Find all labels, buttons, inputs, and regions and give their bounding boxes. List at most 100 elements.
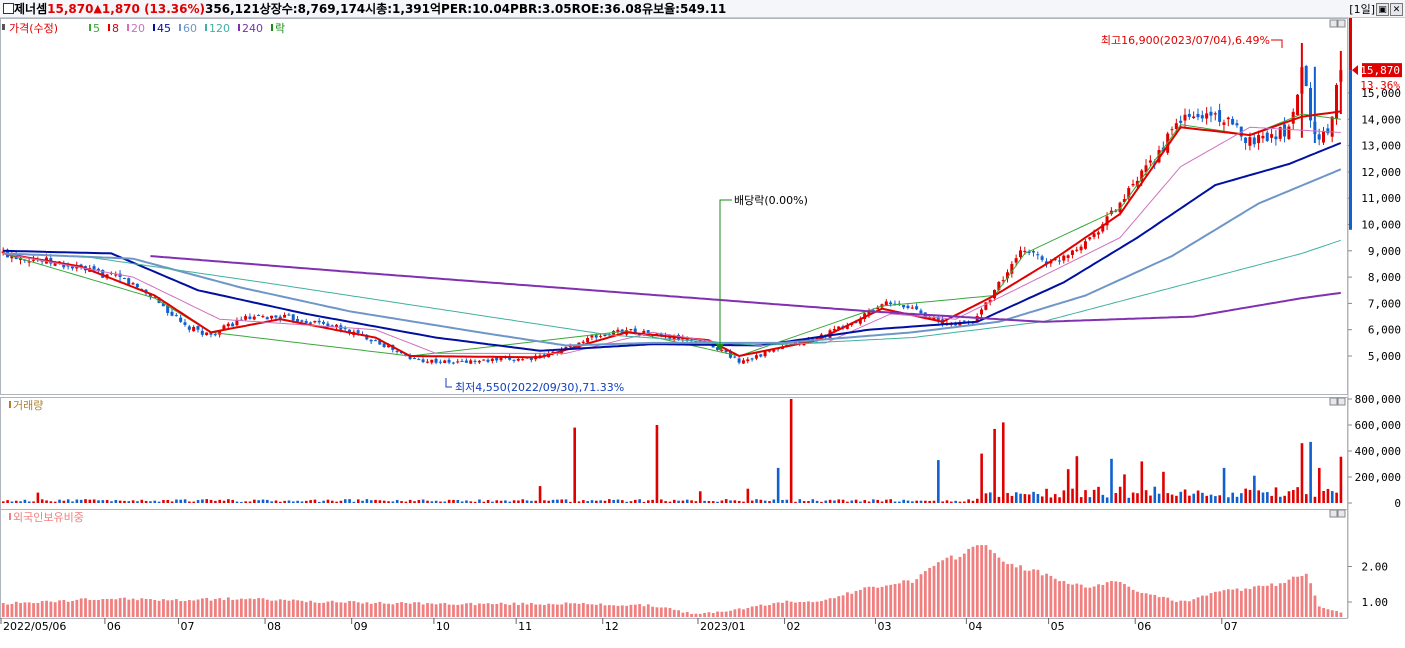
volume-bar [893,501,897,503]
foreign-bar [1114,581,1118,617]
candle-body [373,340,377,342]
candle-body [646,330,650,334]
volume-bar [469,501,473,503]
candle-body [304,320,308,323]
select-checkbox[interactable] [3,3,14,14]
foreign-bar [1097,584,1100,617]
volume-bar [1305,494,1308,503]
volume-bar [304,500,308,503]
candle-body [200,330,204,335]
foreign-bar [136,600,139,617]
volume-bar [1330,491,1334,503]
period-selector[interactable]: [1일] [1349,3,1375,16]
candle-body [434,358,438,363]
volume-bar [716,501,719,503]
foreign-bar [387,603,390,617]
volume-bar [906,500,910,503]
volume-bar [655,425,659,503]
volume-bar [603,500,607,503]
volume-bar [902,499,906,503]
volume-bar [136,501,139,503]
candle-body [235,320,239,326]
volume-bar [1300,443,1304,503]
restore-icon[interactable]: ▣ [1376,2,1389,16]
foreign-bar [772,603,776,617]
foreign-bar [326,601,330,617]
candle-body [767,350,771,352]
candle-body [309,322,313,324]
candle-body [1270,134,1274,138]
foreign-bar [313,602,317,617]
candle-body [421,359,425,363]
volume-bar [885,499,888,503]
foreign-bar [794,602,797,617]
legend-item-240: 240 [242,22,263,35]
legend-swatch [153,24,155,31]
volume-bar [49,501,53,503]
legend-swatch [238,24,240,31]
date-label: 02 [787,620,801,633]
volume-bar [1,501,5,503]
volume-bar [23,499,27,503]
candle-body [1131,183,1135,186]
foreign-bar [304,602,308,617]
candle-body [590,335,594,338]
volume-bar [413,501,416,503]
volume-bar [1322,490,1325,503]
foreign-bar [538,604,542,617]
high-annotation: 최고16,900(2023/07/04),6.49% [1101,34,1270,47]
volume-bar [309,500,312,503]
foreign-bar [231,599,235,617]
volume-bar [586,501,589,503]
foreign-bar [716,611,719,617]
candle-body [1205,113,1209,119]
foreign-bar [768,604,771,617]
foreign-bar [737,608,741,617]
close-icon[interactable]: ✕ [1390,2,1403,16]
volume-bar [1196,490,1200,503]
candle-body [1066,255,1070,258]
foreign-bar [1274,585,1278,617]
foreign-bar [270,600,274,617]
legend-swatch [127,24,129,31]
foreign-bar [92,599,96,617]
volume-bar [993,428,996,503]
foreign-bar [84,598,87,617]
volume-bar [521,499,525,503]
candle-body [1335,84,1339,120]
volume-bar [1240,493,1243,503]
foreign-bar [192,600,196,617]
foreign-bar [361,603,364,617]
candle-body [425,361,429,363]
volume-bar [928,500,931,503]
foreign-bar [577,603,581,617]
foreign-bar [1157,597,1161,617]
date-label: 2022/05/06 [3,620,66,633]
volume-bar [664,501,667,503]
volume-bar [547,500,551,503]
volume-bar [638,499,641,503]
foreign-bar [149,599,152,617]
float-ratio: 유보율:549.11 [642,2,727,16]
candle-body [490,358,494,361]
volume-bar [967,499,970,503]
last-change-label: 13.36% [1360,79,1400,92]
volume-bar [876,499,880,503]
candle-body [737,358,741,363]
candle-body [205,332,209,336]
foreign-bar [209,600,213,617]
volume-bar [279,501,282,503]
foreign-bar [1053,578,1057,617]
foreign-bar [906,580,910,617]
candle-body [1023,250,1027,252]
foreign-bar [837,596,841,617]
volume-bar [1144,490,1148,503]
foreign-bar [893,584,897,617]
volume-bar [941,501,944,503]
volume-bar [166,500,170,503]
candle-body [443,360,447,364]
volume-bar [110,501,113,503]
foreign-bar [802,601,806,617]
volume-bar [179,499,183,503]
low-arrow [445,378,452,388]
